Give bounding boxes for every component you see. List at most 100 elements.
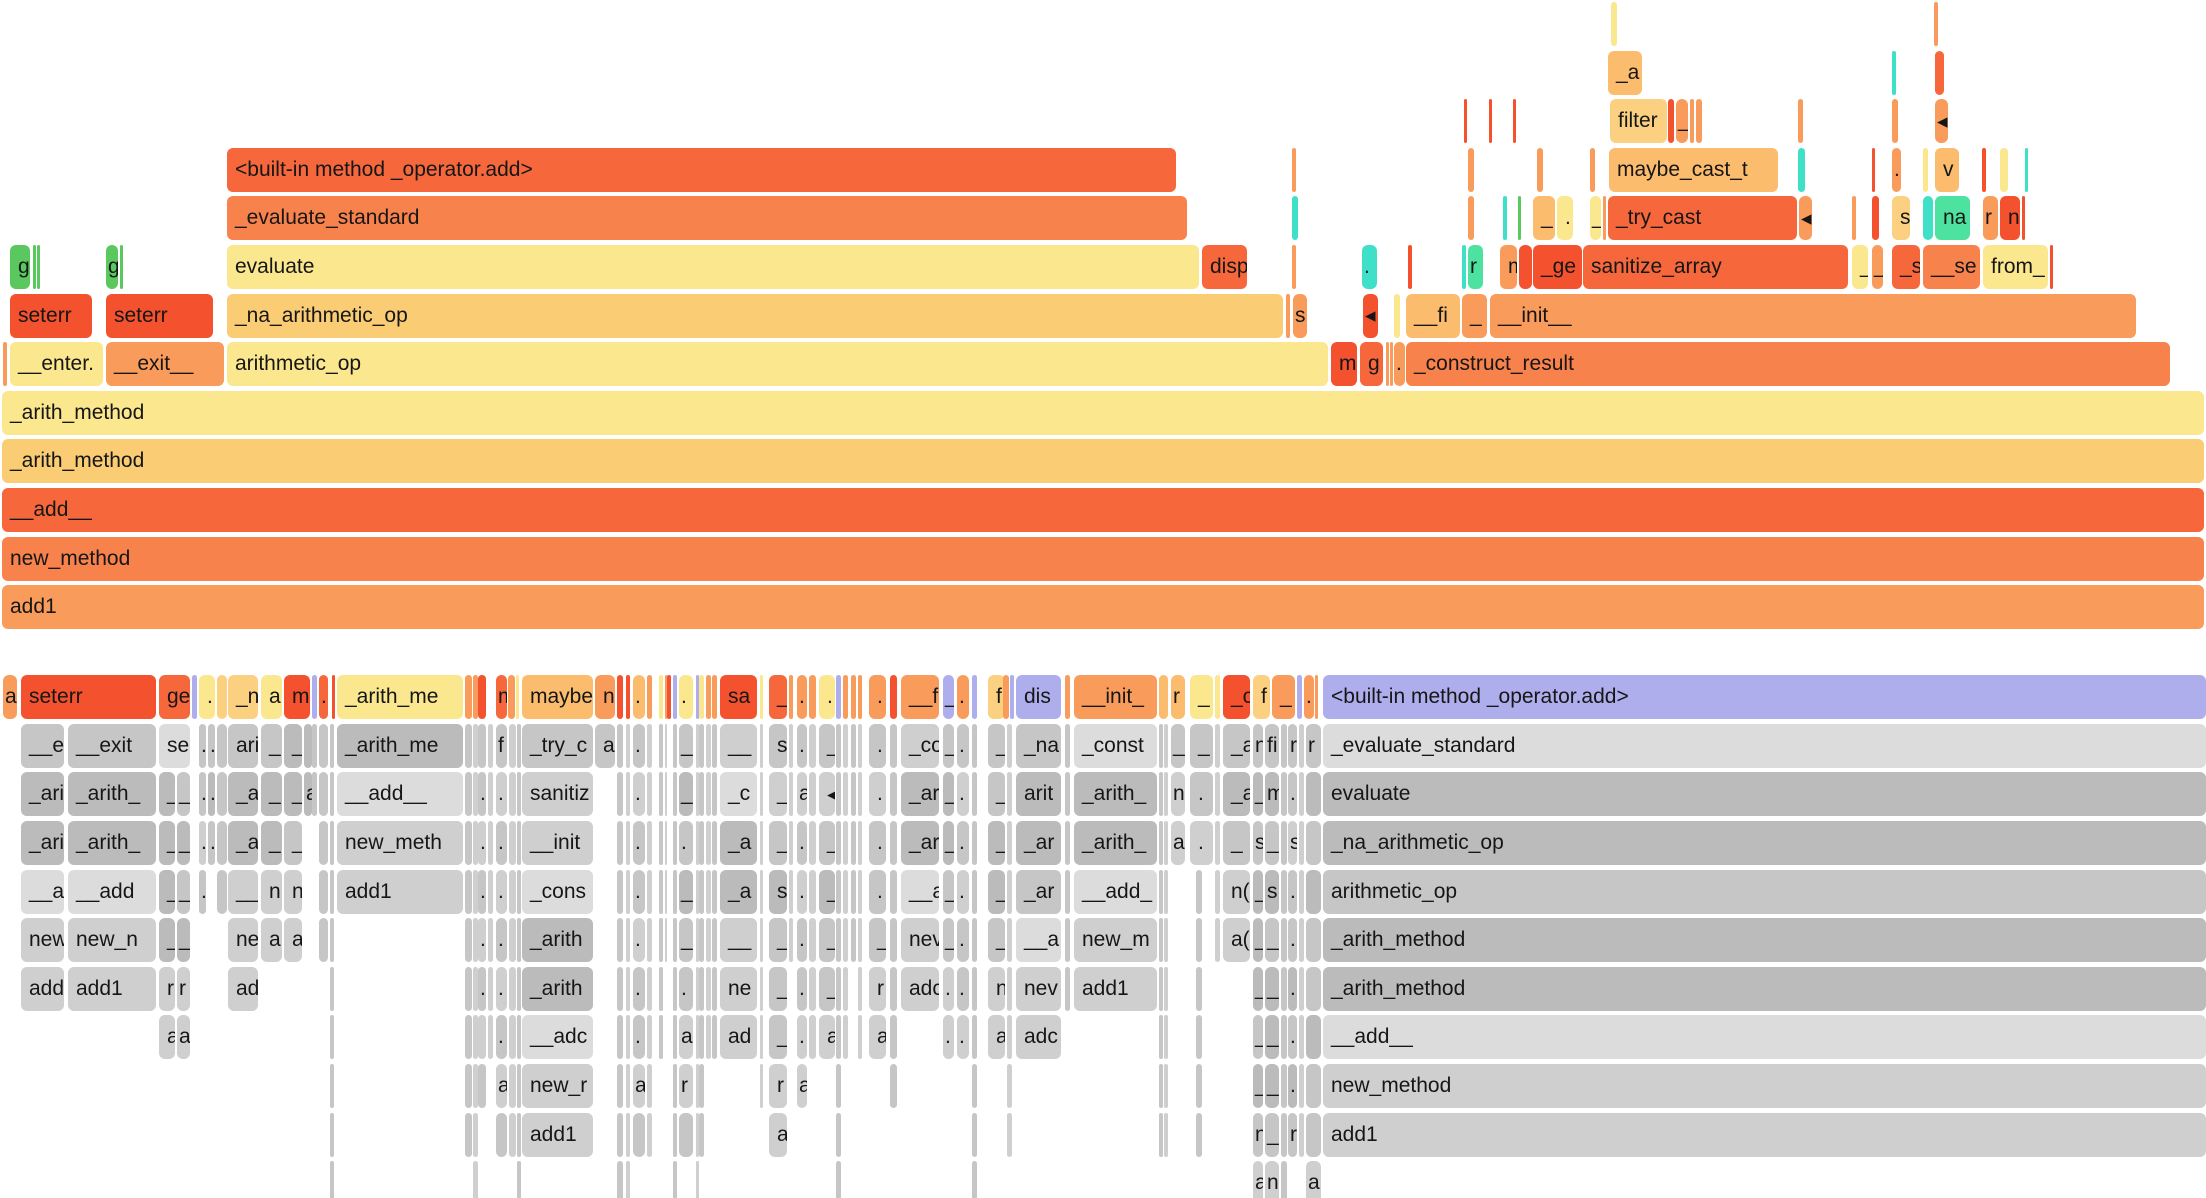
- caller-frame-bar[interactable]: [665, 869, 667, 914]
- caller-frame-bar[interactable]: .: [943, 1015, 954, 1060]
- caller-frame-bar[interactable]: [836, 1112, 841, 1157]
- frame-bar[interactable]: .: [1892, 147, 1901, 192]
- caller-frame-bar[interactable]: [760, 869, 763, 914]
- selected-match-bar[interactable]: [836, 675, 841, 719]
- selector-frame-bar[interactable]: [1315, 675, 1318, 719]
- caller-frame-bar[interactable]: n: [1253, 723, 1263, 768]
- caller-frame-bar[interactable]: a(: [869, 1015, 886, 1060]
- caller-frame-bar[interactable]: _: [819, 820, 835, 865]
- caller-frame-bar[interactable]: [659, 723, 663, 768]
- caller-frame-bar[interactable]: [836, 1161, 841, 1198]
- caller-frame-bar[interactable]: .: [496, 869, 507, 914]
- frame-bar[interactable]: [1394, 293, 1400, 338]
- caller-frame-bar[interactable]: .: [957, 966, 969, 1011]
- frame-bar[interactable]: [1852, 196, 1856, 241]
- frame-bar[interactable]: [1892, 99, 1898, 144]
- frame-bar[interactable]: [1982, 147, 1986, 192]
- caller-frame-bar[interactable]: [1164, 869, 1168, 914]
- caller-frame-bar[interactable]: [465, 1015, 472, 1060]
- caller-frame-bar[interactable]: .: [797, 918, 807, 963]
- caller-frame-bar[interactable]: [1306, 869, 1321, 914]
- caller-frame-bar[interactable]: [1306, 1064, 1321, 1109]
- caller-frame-bar[interactable]: [789, 869, 793, 914]
- caller-frame-bar[interactable]: [706, 869, 711, 914]
- caller-frame-bar[interactable]: [473, 772, 478, 817]
- caller-frame-bar[interactable]: [488, 966, 493, 1011]
- caller-frame-bar[interactable]: .: [633, 820, 645, 865]
- caller-frame-bar[interactable]: _: [1265, 918, 1279, 963]
- caller-frame-bar[interactable]: [1065, 918, 1070, 963]
- caller-frame-bar[interactable]: [647, 869, 652, 914]
- caller-frame-bar[interactable]: _: [943, 918, 954, 963]
- caller-frame-bar[interactable]: _arith: [522, 966, 593, 1011]
- caller-frame-bar[interactable]: _cons: [522, 869, 593, 914]
- caller-frame-bar[interactable]: [659, 772, 663, 817]
- frame-bar[interactable]: [1292, 196, 1298, 241]
- caller-frame-bar[interactable]: _: [1190, 723, 1213, 768]
- caller-frame-bar[interactable]: .: [478, 820, 486, 865]
- caller-frame-bar[interactable]: a(: [284, 918, 302, 963]
- caller-frame-bar[interactable]: _: [943, 772, 954, 817]
- caller-frame-bar[interactable]: [617, 1015, 623, 1060]
- caller-frame-bar[interactable]: [1306, 772, 1321, 817]
- caller-frame-bar[interactable]: .: [199, 820, 206, 865]
- caller-frame-bar[interactable]: [679, 1112, 693, 1157]
- caller-frame-bar[interactable]: new_: [21, 918, 64, 963]
- caller-frame-bar[interactable]: [673, 918, 677, 963]
- caller-frame-bar[interactable]: [1007, 723, 1012, 768]
- caller-frame-bar[interactable]: [858, 772, 862, 817]
- caller-frame-bar[interactable]: [517, 772, 521, 817]
- frame-bar[interactable]: sanitize_array: [1583, 245, 1848, 289]
- frame-bar[interactable]: [2025, 147, 2028, 192]
- caller-frame-bar[interactable]: [319, 918, 328, 963]
- frame-bar[interactable]: __enter.: [10, 342, 103, 387]
- caller-frame-bar[interactable]: _na_arithmetic_op: [1323, 820, 2206, 865]
- caller-frame-bar[interactable]: _ar: [1016, 820, 1061, 865]
- caller-frame-bar[interactable]: [626, 1161, 630, 1198]
- caller-frame-bar[interactable]: [465, 1112, 472, 1157]
- frame-bar[interactable]: __add__: [2, 488, 2204, 532]
- caller-frame-bar[interactable]: [319, 772, 328, 817]
- frame-bar[interactable]: _arith_method: [2, 390, 2204, 435]
- frame-bar[interactable]: _: [1852, 245, 1868, 289]
- caller-frame-bar[interactable]: [1164, 772, 1168, 817]
- caller-frame-bar[interactable]: [760, 918, 763, 963]
- selector-frame-bar[interactable]: maybe: [522, 675, 593, 719]
- selector-frame-bar[interactable]: __f: [901, 675, 939, 719]
- caller-frame-bar[interactable]: add1: [1074, 966, 1157, 1011]
- caller-frame-bar[interactable]: [858, 966, 862, 1011]
- caller-frame-bar[interactable]: [972, 772, 977, 817]
- caller-frame-bar[interactable]: [517, 1064, 521, 1109]
- frame-bar[interactable]: [1462, 245, 1466, 289]
- caller-frame-bar[interactable]: [217, 723, 227, 768]
- caller-frame-bar[interactable]: _: [261, 723, 282, 768]
- caller-frame-bar[interactable]: [1306, 918, 1321, 963]
- caller-frame-bar[interactable]: [972, 869, 977, 914]
- caller-frame-bar[interactable]: r: [1288, 1112, 1297, 1157]
- caller-frame-bar[interactable]: [843, 820, 848, 865]
- caller-frame-bar[interactable]: [496, 1112, 507, 1157]
- frame-bar[interactable]: [1537, 147, 1543, 192]
- caller-frame-bar[interactable]: [1306, 966, 1321, 1011]
- caller-frame-bar[interactable]: [696, 918, 699, 963]
- caller-frame-bar[interactable]: adc: [901, 966, 939, 1011]
- caller-frame-bar[interactable]: [696, 1064, 699, 1109]
- caller-frame-bar[interactable]: [509, 1112, 516, 1157]
- caller-frame-bar[interactable]: [1306, 1112, 1321, 1157]
- frame-bar[interactable]: .: [1394, 342, 1405, 387]
- caller-frame-bar[interactable]: [1299, 918, 1304, 963]
- caller-frame-bar[interactable]: _: [177, 918, 190, 963]
- caller-frame-bar[interactable]: sanitiz: [522, 772, 593, 817]
- caller-frame-bar[interactable]: _a: [284, 772, 302, 817]
- selector-frame-bar[interactable]: [699, 675, 704, 719]
- caller-frame-bar[interactable]: [858, 918, 862, 963]
- caller-frame-bar[interactable]: s: [1288, 820, 1297, 865]
- caller-frame-bar[interactable]: _: [177, 820, 190, 865]
- caller-frame-bar[interactable]: [509, 918, 516, 963]
- caller-frame-bar[interactable]: [1299, 1112, 1304, 1157]
- caller-frame-bar[interactable]: [706, 918, 711, 963]
- caller-frame-bar[interactable]: [1196, 1064, 1202, 1109]
- selector-frame-bar[interactable]: [789, 675, 793, 719]
- frame-bar[interactable]: _arith_method: [2, 439, 2204, 484]
- caller-frame-bar[interactable]: [517, 1161, 521, 1198]
